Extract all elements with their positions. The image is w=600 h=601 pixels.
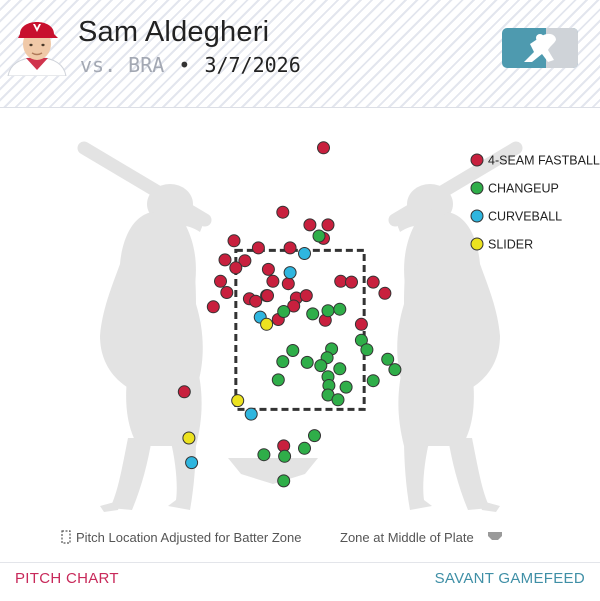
league-logo-icon: [502, 28, 578, 68]
pitch-point-slider[interactable]: [182, 431, 196, 445]
right-batter-silhouette: [388, 141, 523, 512]
pitch-point-changeup[interactable]: [312, 229, 326, 243]
pitch-point-changeup[interactable]: [333, 302, 347, 316]
pitch-point-four-seam[interactable]: [276, 205, 290, 219]
pitch-point-curveball[interactable]: [298, 247, 311, 260]
legend-label-four-seam: 4-SEAM FASTBALL: [488, 154, 600, 168]
game-date: 3/7/2026: [204, 53, 301, 77]
pitch-point-changeup[interactable]: [366, 374, 380, 388]
pitch-point-curveball[interactable]: [185, 456, 199, 470]
pitch-point-changeup[interactable]: [354, 333, 368, 347]
pitch-point-four-seam[interactable]: [266, 274, 280, 288]
pitch-point-four-seam[interactable]: [354, 317, 368, 331]
plate-zone-icon: [488, 532, 502, 540]
pitch-chart-link[interactable]: PITCH CHART: [15, 570, 119, 587]
pitch-point-changeup[interactable]: [278, 449, 292, 463]
pitch-point-changeup[interactable]: [257, 448, 271, 462]
pitch-point-four-seam[interactable]: [227, 234, 241, 248]
legend-marker-four-seam: [470, 153, 484, 167]
legend-label-slider: SLIDER: [488, 238, 533, 252]
pitch-point-four-seam[interactable]: [177, 385, 191, 399]
pitch-point-changeup[interactable]: [286, 344, 300, 357]
pitch-point-curveball[interactable]: [244, 407, 258, 421]
pitch-point-four-seam[interactable]: [303, 218, 317, 232]
pitch-point-changeup[interactable]: [321, 304, 335, 318]
legend: 4-SEAM FASTBALL CHANGEUP CURVEBALL SLIDER: [470, 153, 600, 252]
game-info: vs. BRA • 3/7/2026: [80, 53, 301, 77]
pitch-point-changeup[interactable]: [277, 474, 291, 488]
legend-marker-changeup: [470, 181, 484, 195]
pitch-point-four-seam[interactable]: [261, 289, 274, 303]
player-name: Sam Aldegheri: [78, 16, 270, 48]
pitch-point-changeup[interactable]: [339, 380, 353, 394]
pitch-point-four-seam[interactable]: [287, 299, 301, 313]
pitch-points: [177, 141, 402, 488]
pitch-point-four-seam[interactable]: [214, 274, 227, 288]
middle-zone-note: Zone at Middle of Plate: [340, 530, 474, 545]
separator-dot: •: [178, 53, 191, 77]
chart-area: 4-SEAM FASTBALL CHANGEUP CURVEBALL SLIDER P…: [0, 108, 600, 562]
adjusted-zone-icon: [61, 530, 71, 544]
pitch-point-changeup[interactable]: [308, 429, 321, 443]
pitch-point-changeup[interactable]: [331, 393, 345, 407]
pitch-point-four-seam[interactable]: [366, 275, 380, 289]
strike-zone-box: [234, 248, 366, 411]
chart-notes: Pitch Location Adjusted for Batter Zone Z…: [61, 530, 502, 545]
pitch-point-changeup[interactable]: [306, 307, 320, 321]
pitch-point-changeup[interactable]: [277, 305, 291, 318]
home-plate: [228, 458, 318, 484]
pitch-point-four-seam[interactable]: [321, 218, 335, 232]
pitch-point-four-seam[interactable]: [283, 241, 297, 255]
pitch-point-curveball[interactable]: [283, 266, 297, 280]
strike-zone-layer: [228, 248, 366, 484]
legend-marker-slider: [470, 237, 484, 251]
legend-label-curveball: CURVEBALL: [488, 210, 562, 224]
legend-label-changeup: CHANGEUP: [488, 182, 559, 196]
player-headshot-avatar: [7, 22, 67, 76]
pitch-point-four-seam[interactable]: [345, 275, 358, 289]
pitch-point-changeup[interactable]: [276, 355, 290, 369]
pitch-point-changeup[interactable]: [271, 373, 285, 387]
pitch-point-slider[interactable]: [260, 317, 274, 331]
pitch-point-four-seam[interactable]: [206, 300, 220, 314]
pitch-point-changeup[interactable]: [298, 441, 311, 455]
legend-marker-curveball: [470, 209, 484, 223]
batter-silhouettes: [77, 141, 523, 512]
pitch-point-changeup[interactable]: [333, 362, 347, 376]
pitch-point-changeup[interactable]: [388, 363, 402, 377]
pitch-point-four-seam[interactable]: [299, 289, 313, 303]
pitch-point-slider[interactable]: [231, 394, 245, 408]
header: Sam Aldegheri vs. BRA • 3/7/2026: [0, 0, 600, 108]
adjusted-zone-note: Pitch Location Adjusted for Batter Zone: [76, 530, 301, 545]
pitch-point-four-seam[interactable]: [334, 274, 348, 288]
footer: PITCH CHART SAVANT GAMEFEED: [0, 562, 600, 601]
pitch-point-four-seam[interactable]: [220, 286, 234, 299]
pitch-point-four-seam[interactable]: [251, 241, 265, 255]
savant-gamefeed-link[interactable]: SAVANT GAMEFEED: [434, 570, 585, 587]
pitch-point-changeup[interactable]: [360, 343, 374, 357]
pitch-point-changeup[interactable]: [314, 359, 328, 373]
pitch-point-four-seam[interactable]: [218, 253, 232, 267]
pitch-point-four-seam[interactable]: [378, 286, 392, 300]
pitch-point-four-seam[interactable]: [317, 141, 330, 155]
left-batter-silhouette: [77, 141, 212, 512]
pitch-point-four-seam[interactable]: [249, 294, 263, 308]
pitch-point-changeup[interactable]: [300, 355, 314, 369]
pitch-point-four-seam[interactable]: [261, 262, 275, 276]
pitch-point-four-seam[interactable]: [281, 277, 295, 291]
pitch-point-four-seam[interactable]: [229, 261, 243, 275]
pitch-point-four-seam[interactable]: [238, 254, 252, 268]
pitch-point-changeup[interactable]: [381, 352, 395, 366]
pitch-location-chart: 4-SEAM FASTBALL CHANGEUP CURVEBALL SLIDER P…: [61, 141, 600, 545]
opponent-label: vs. BRA: [80, 53, 165, 77]
